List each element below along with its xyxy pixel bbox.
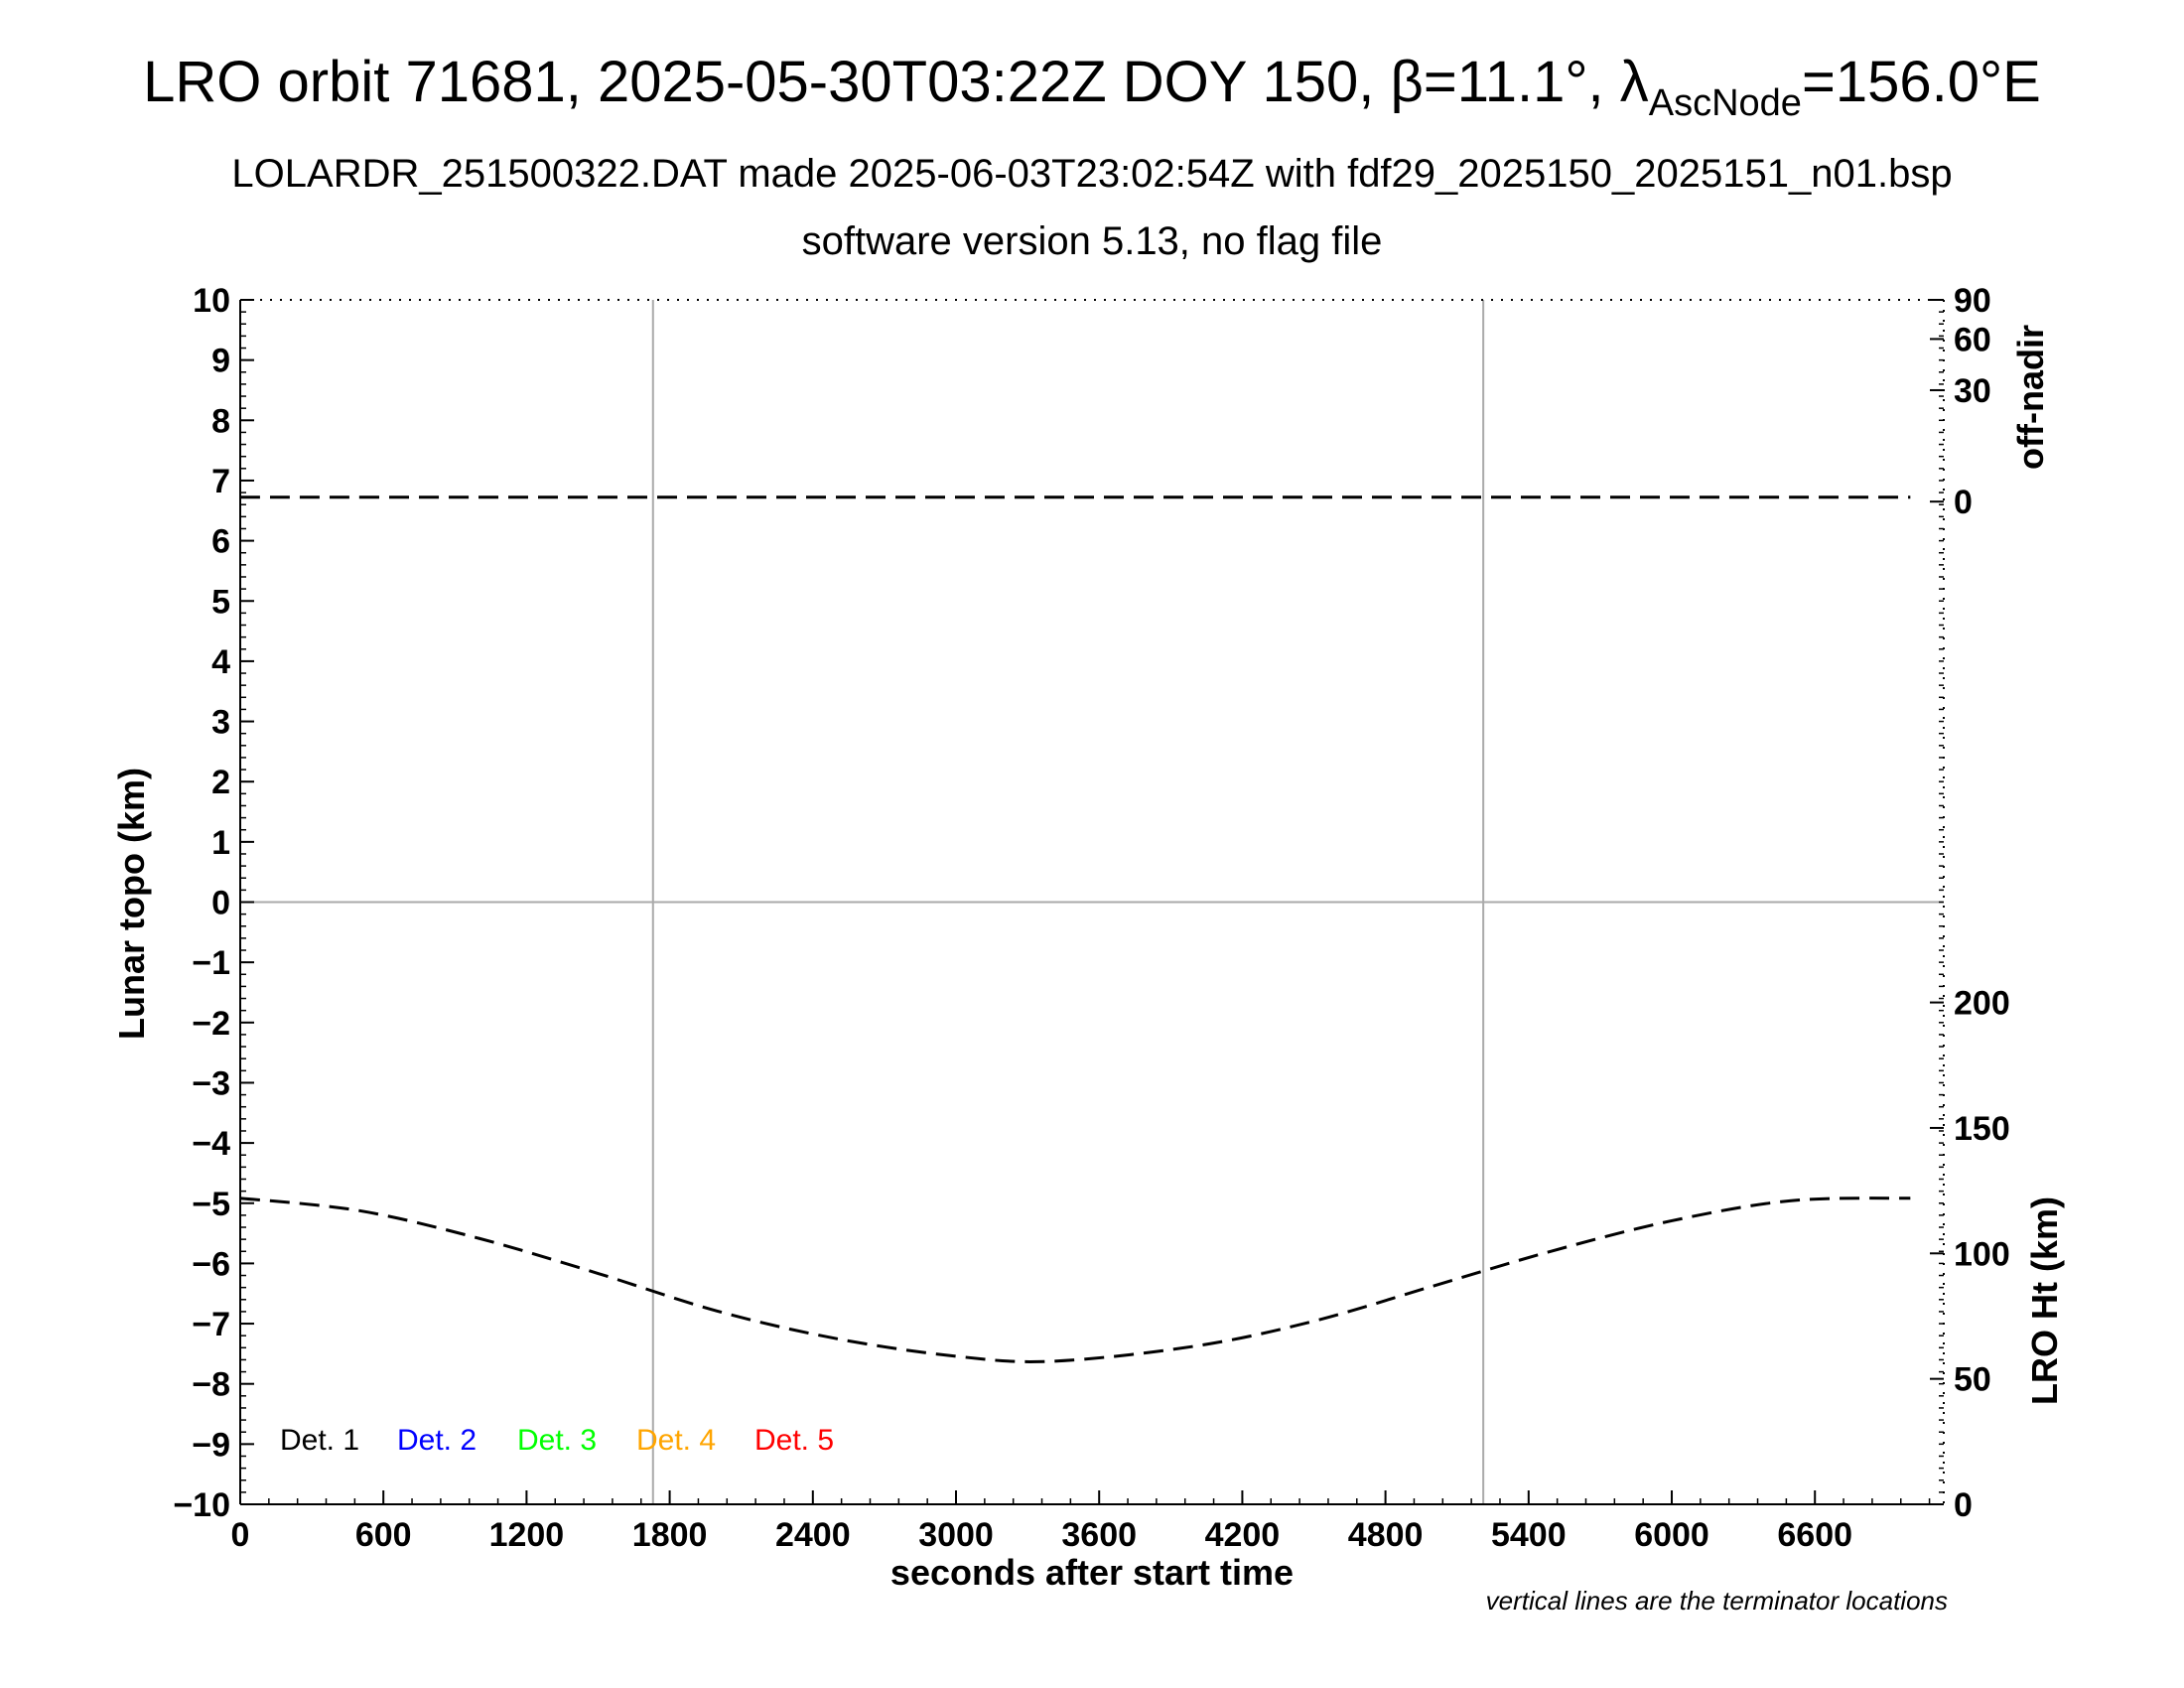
y-tick-label: 3 bbox=[211, 704, 230, 742]
x-tick-label: 600 bbox=[355, 1516, 412, 1554]
y-tick-label: −3 bbox=[192, 1064, 230, 1102]
legend-entry-det-1: Det. 1 bbox=[280, 1424, 359, 1457]
y-tick-label: 8 bbox=[211, 402, 230, 440]
y-tick-label: −8 bbox=[192, 1366, 230, 1404]
x-tick-label: 4200 bbox=[1205, 1516, 1281, 1554]
chart-subtitle-1: LOLARDR_251500322.DAT made 2025-06-03T23… bbox=[231, 152, 1952, 196]
title-lambda-symbol: λ bbox=[1620, 50, 1649, 114]
x-tick-label: 5400 bbox=[1491, 1516, 1567, 1554]
lro-ht-tick-label: 150 bbox=[1954, 1110, 2010, 1148]
lro-height-series-line bbox=[239, 1196, 1911, 1363]
y-tick-label: 6 bbox=[211, 523, 230, 561]
legend-entry-det-4: Det. 4 bbox=[636, 1424, 716, 1457]
x-tick-label: 3000 bbox=[918, 1516, 994, 1554]
off-nadir-tick-label: 60 bbox=[1954, 321, 1991, 358]
title-lambda-value: =156.0°E bbox=[1802, 50, 2041, 114]
title-beta-value: =11.1°, bbox=[1424, 50, 1620, 114]
x-tick-label: 0 bbox=[231, 1516, 250, 1554]
off-nadir-tick-label: 0 bbox=[1954, 484, 1973, 521]
lro-ht-tick-label: 0 bbox=[1954, 1486, 1973, 1524]
title-lambda-subscript: AscNode bbox=[1649, 82, 1802, 124]
x-tick-label: 6600 bbox=[1777, 1516, 1852, 1554]
x-tick-label: 1200 bbox=[489, 1516, 565, 1554]
y-tick-label: 1 bbox=[211, 824, 230, 862]
legend-entry-det-2: Det. 2 bbox=[397, 1424, 477, 1457]
title-prefix: LRO orbit 71681, 2025-05-30T03:22Z DOY 1… bbox=[143, 50, 1390, 114]
x-tick-label: 2400 bbox=[775, 1516, 851, 1554]
footnote: vertical lines are the terminator locati… bbox=[1486, 1586, 1948, 1616]
y-axis-label-left: Lunar topo (km) bbox=[111, 768, 152, 1040]
y-tick-label: 9 bbox=[211, 343, 230, 380]
y-tick-label: −10 bbox=[173, 1486, 230, 1524]
x-tick-label: 3600 bbox=[1061, 1516, 1137, 1554]
y-tick-label: 0 bbox=[211, 885, 230, 922]
y-tick-label: 5 bbox=[211, 583, 230, 621]
lro-ht-tick-label: 50 bbox=[1954, 1361, 1991, 1399]
x-tick-label: 1800 bbox=[632, 1516, 708, 1554]
y-tick-label: 2 bbox=[211, 764, 230, 801]
title-beta-symbol: β bbox=[1391, 50, 1424, 114]
y-tick-label: 10 bbox=[193, 282, 230, 320]
y-tick-label: −7 bbox=[192, 1306, 230, 1343]
legend-entry-det-3: Det. 3 bbox=[517, 1424, 597, 1457]
legend-entry-det-5: Det. 5 bbox=[754, 1424, 834, 1457]
x-axis-label: seconds after start time bbox=[890, 1552, 1294, 1593]
y-tick-label: 4 bbox=[211, 643, 230, 681]
y-tick-label: 7 bbox=[211, 463, 230, 500]
y-tick-label: −4 bbox=[192, 1125, 230, 1163]
off-nadir-tick-label: 90 bbox=[1954, 282, 1991, 320]
y-tick-label: −2 bbox=[192, 1005, 230, 1043]
x-tick-label: 4800 bbox=[1348, 1516, 1424, 1554]
y-tick-label: −5 bbox=[192, 1186, 230, 1223]
chart-subtitle-2: software version 5.13, no flag file bbox=[802, 219, 1383, 263]
lro-ht-tick-label: 200 bbox=[1954, 985, 2010, 1023]
lro-ht-tick-label: 100 bbox=[1954, 1235, 2010, 1273]
y-tick-label: −9 bbox=[192, 1426, 230, 1464]
y-axis-label-right-top: off-nadir bbox=[2010, 325, 2051, 470]
x-tick-label: 6000 bbox=[1634, 1516, 1709, 1554]
y-axis-label-right-bottom: LRO Ht (km) bbox=[2024, 1196, 2065, 1405]
y-tick-label: −6 bbox=[192, 1245, 230, 1283]
off-nadir-tick-label: 30 bbox=[1954, 372, 1991, 410]
plot-area: 0 600 1200 1800 2400 3000 3600 4200 4800 5400 6000… bbox=[173, 282, 2009, 1554]
y-tick-label: −1 bbox=[192, 944, 230, 982]
chart-title: LRO orbit 71681, 2025-05-30T03:22Z DOY 1… bbox=[143, 50, 2041, 124]
